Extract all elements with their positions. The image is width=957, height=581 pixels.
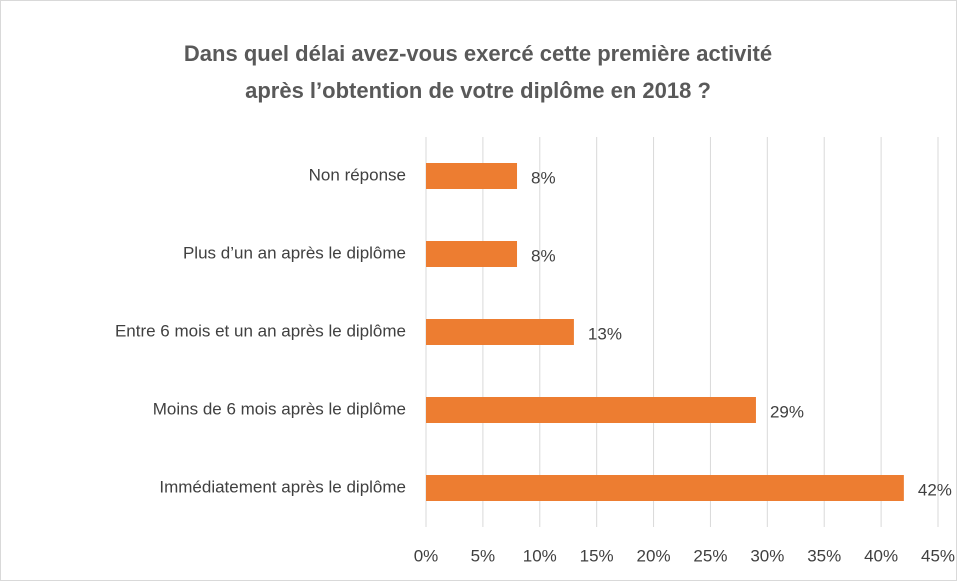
y-tick-label: Non réponse xyxy=(309,165,406,184)
data-label: 13% xyxy=(588,324,622,343)
x-tick-label: 45% xyxy=(921,546,955,565)
bar xyxy=(426,397,756,423)
x-tick-label: 15% xyxy=(580,546,614,565)
x-tick-label: 35% xyxy=(807,546,841,565)
y-tick-label: Entre 6 mois et un an après le diplôme xyxy=(115,321,406,340)
bar xyxy=(426,475,904,501)
bar xyxy=(426,319,574,345)
chart-title: après l’obtention de votre diplôme en 20… xyxy=(245,78,711,103)
x-tick-label: 25% xyxy=(693,546,727,565)
x-tick-label: 40% xyxy=(864,546,898,565)
y-tick-label: Immédiatement après le diplôme xyxy=(159,477,406,496)
x-tick-label: 10% xyxy=(523,546,557,565)
chart-title: Dans quel délai avez-vous exercé cette p… xyxy=(184,41,772,66)
data-label: 42% xyxy=(918,480,952,499)
x-tick-label: 20% xyxy=(637,546,671,565)
bar xyxy=(426,241,518,267)
x-tick-label: 5% xyxy=(471,546,496,565)
data-label: 29% xyxy=(770,402,804,421)
x-tick-label: 0% xyxy=(414,546,439,565)
data-label: 8% xyxy=(531,246,556,265)
y-tick-label: Moins de 6 mois après le diplôme xyxy=(153,399,406,418)
y-tick-label: Plus d’un an après le diplôme xyxy=(183,243,406,262)
bar xyxy=(426,163,518,189)
data-label: 8% xyxy=(531,168,556,187)
x-tick-label: 30% xyxy=(750,546,784,565)
